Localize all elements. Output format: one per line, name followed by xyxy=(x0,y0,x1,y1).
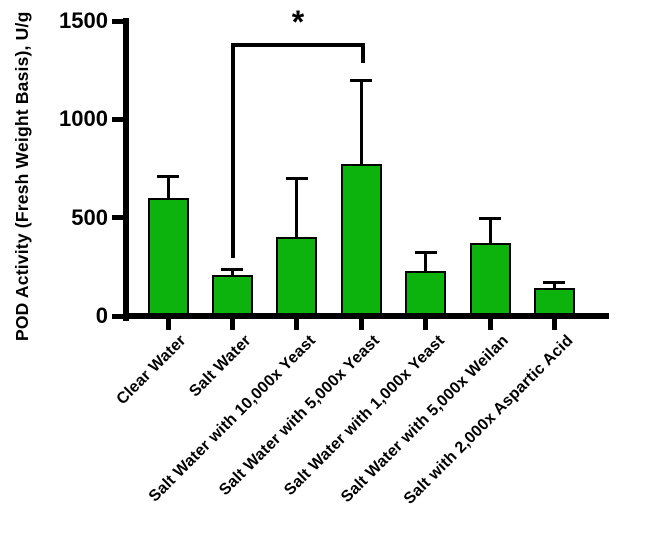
significance-bracket-left xyxy=(231,43,235,258)
x-tick xyxy=(294,319,300,330)
x-tick-label: Salt Water xyxy=(186,332,255,401)
y-tick-label: 0 xyxy=(95,303,108,328)
x-tick xyxy=(551,319,557,330)
x-tick xyxy=(487,319,493,330)
significance-bracket-right xyxy=(361,43,365,63)
error-bar-cap xyxy=(221,268,244,272)
x-tick xyxy=(229,319,235,330)
error-bar-stem xyxy=(488,218,492,246)
y-tick-label: 500 xyxy=(71,204,108,230)
y-tick xyxy=(112,18,123,24)
error-bar-cap xyxy=(350,79,373,83)
y-tick xyxy=(112,215,123,221)
bar xyxy=(276,237,318,318)
error-bar-stem xyxy=(295,178,299,240)
error-bar-stem xyxy=(552,282,556,291)
y-tick-label: 1000 xyxy=(59,106,108,132)
x-tick xyxy=(165,319,171,330)
error-bar-cap xyxy=(479,217,501,221)
y-tick-label: 1500 xyxy=(59,8,108,33)
bar xyxy=(211,274,253,318)
bar xyxy=(405,270,447,318)
error-bar-cap xyxy=(414,250,437,254)
significance-bracket-horizontal xyxy=(231,43,365,47)
error-bar-stem xyxy=(359,80,363,166)
error-bar-cap xyxy=(285,176,308,180)
y-axis-line xyxy=(123,18,129,321)
x-tick xyxy=(358,319,364,330)
bar xyxy=(340,163,382,318)
error-bar-stem xyxy=(166,176,170,200)
x-tick xyxy=(423,319,429,330)
bar xyxy=(469,243,511,318)
y-tick xyxy=(112,313,123,319)
error-bar-stem xyxy=(230,269,234,277)
significance-star: * xyxy=(291,4,305,40)
error-bar-cap xyxy=(543,281,566,285)
x-axis-line xyxy=(123,313,609,319)
bar xyxy=(147,198,189,318)
y-tick xyxy=(112,116,123,122)
error-bar-stem xyxy=(424,252,428,273)
x-tick-label: Clear Water xyxy=(113,332,191,409)
error-bar-cap xyxy=(157,174,179,178)
